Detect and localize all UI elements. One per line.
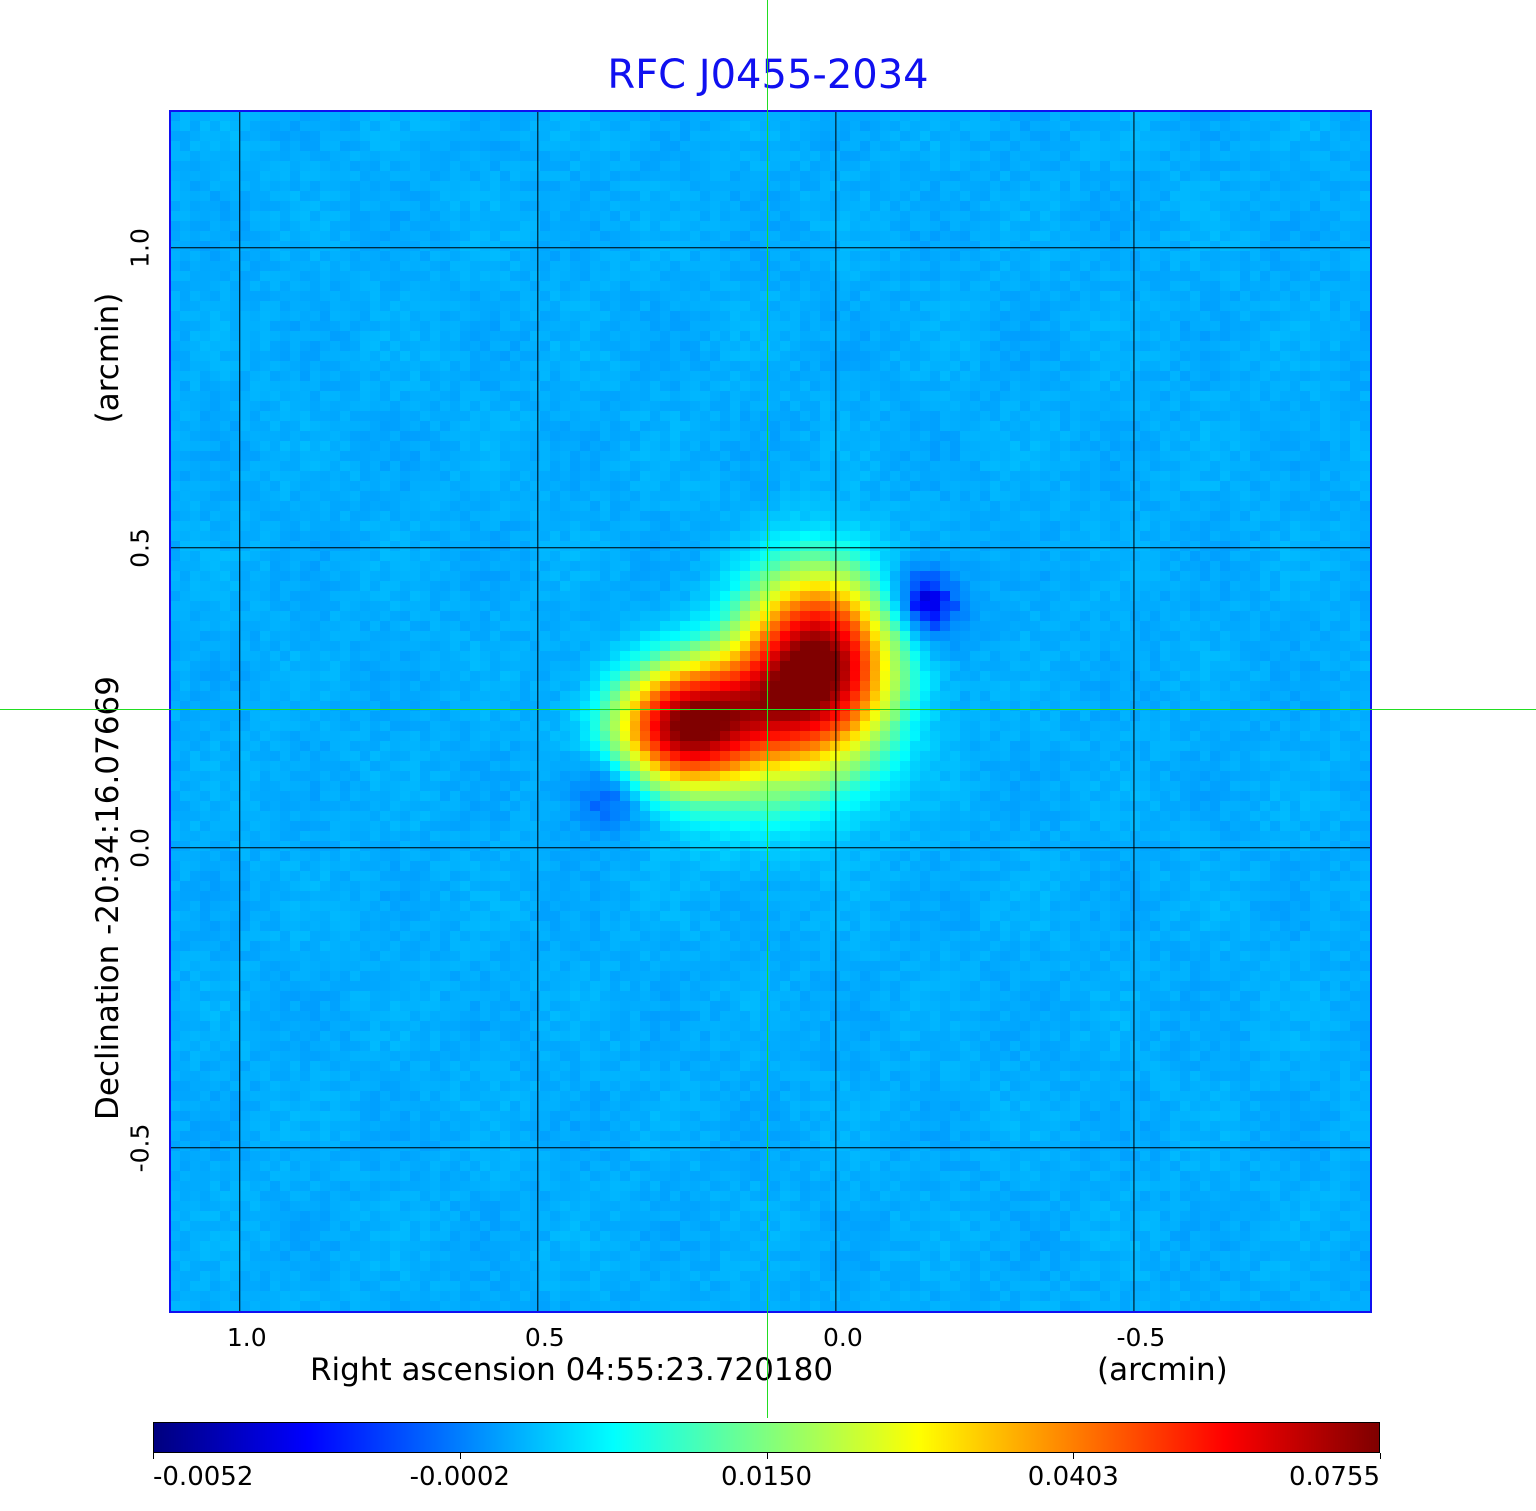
colorbar bbox=[153, 1422, 1380, 1453]
colorbar-tick-label: -0.0052 bbox=[153, 1462, 254, 1492]
x-tick-label: 0.5 bbox=[524, 1323, 565, 1352]
crosshair-vertical bbox=[767, 0, 768, 1418]
colorbar-tick-label: 0.0150 bbox=[721, 1462, 812, 1492]
x-axis-label: Right ascension 04:55:23.720180 bbox=[310, 1352, 834, 1388]
grid-overlay bbox=[170, 111, 1370, 1311]
y-axis-label: Declination -20:34:16.07669 bbox=[90, 676, 126, 1120]
colorbar-tick-mark bbox=[460, 1453, 461, 1459]
x-tick-label: 0.0 bbox=[822, 1323, 863, 1352]
colorbar-tick-mark bbox=[767, 1453, 768, 1459]
y-tick-label: -0.5 bbox=[125, 1123, 155, 1173]
crosshair-horizontal bbox=[0, 709, 1536, 710]
y-axis-unit: (arcmin) bbox=[90, 292, 126, 424]
colorbar-gradient bbox=[154, 1423, 1379, 1452]
y-tick-label: 0.0 bbox=[125, 827, 155, 868]
colorbar-tick-label: 0.0755 bbox=[1289, 1462, 1380, 1492]
intensity-heatmap bbox=[170, 111, 1370, 1311]
x-tick-label: 1.0 bbox=[226, 1323, 267, 1352]
colorbar-tick-label: -0.0002 bbox=[409, 1462, 510, 1492]
colorbar-tick-mark bbox=[1073, 1453, 1074, 1459]
colorbar-tick-label: 0.0403 bbox=[1027, 1462, 1119, 1492]
y-tick-label: 0.5 bbox=[125, 527, 155, 568]
image-plot-area[interactable] bbox=[169, 110, 1372, 1313]
colorbar-tick-mark bbox=[153, 1453, 154, 1459]
x-tick-label: -0.5 bbox=[1116, 1323, 1166, 1352]
x-axis-unit: (arcmin) bbox=[1097, 1352, 1228, 1388]
colorbar-tick-mark bbox=[1380, 1453, 1381, 1459]
chart-title: RFC J0455-2034 bbox=[607, 52, 929, 98]
y-tick-label: 1.0 bbox=[125, 227, 155, 268]
